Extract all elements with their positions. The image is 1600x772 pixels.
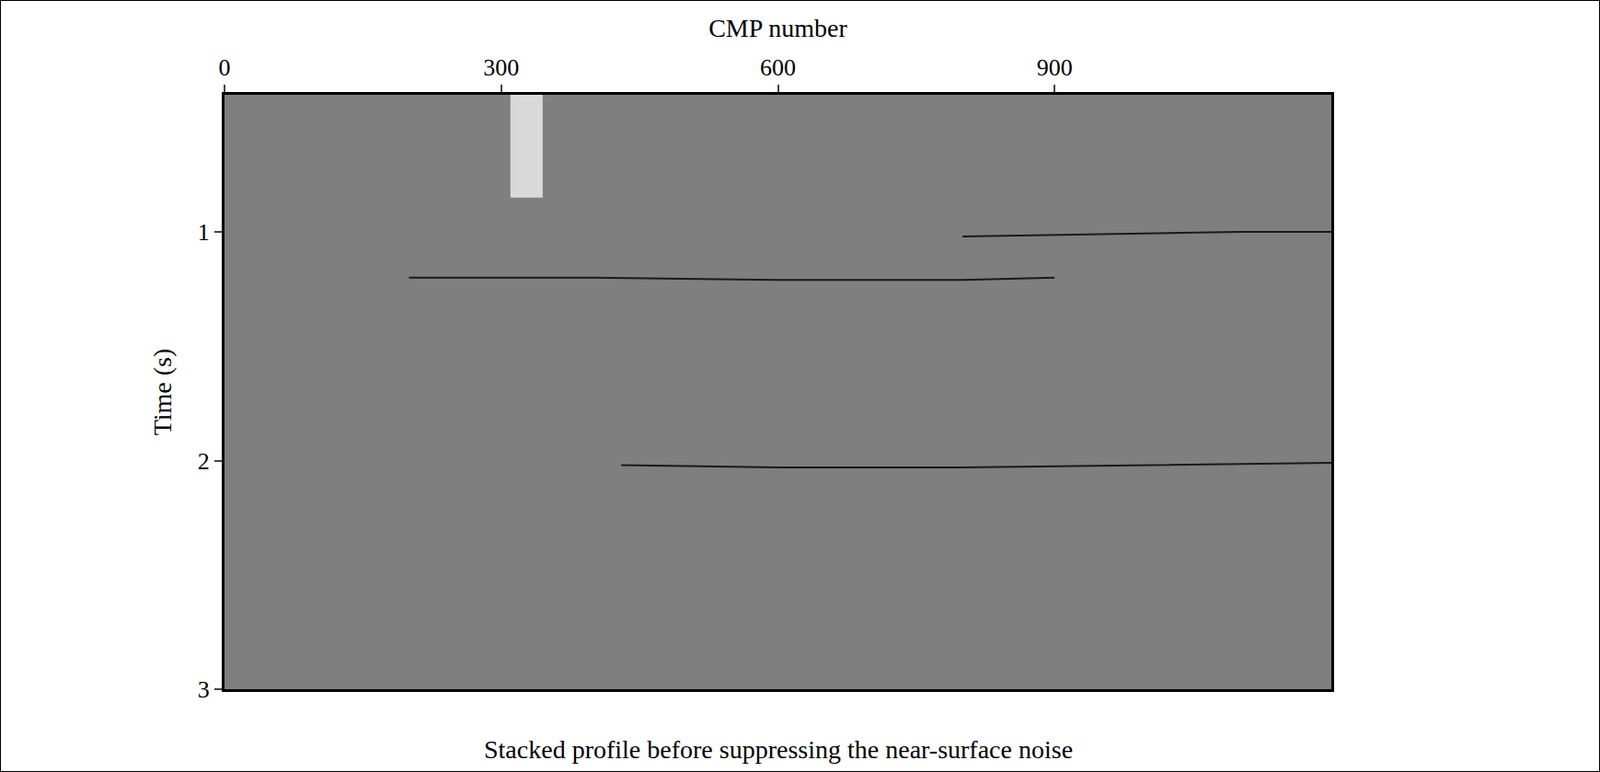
svg-text:600: 600 <box>759 54 796 81</box>
svg-text:2: 2 <box>197 448 210 475</box>
svg-text:Stacked profile before suppres: Stacked profile before suppressing the n… <box>483 735 1073 764</box>
svg-text:Time (s): Time (s) <box>148 348 177 437</box>
svg-text:300: 300 <box>483 54 519 81</box>
svg-text:CMP number: CMP number <box>708 13 848 43</box>
svg-text:0: 0 <box>218 54 231 81</box>
svg-text:900: 900 <box>1036 54 1073 81</box>
svg-text:1: 1 <box>197 218 210 246</box>
svg-text:3: 3 <box>197 676 210 703</box>
